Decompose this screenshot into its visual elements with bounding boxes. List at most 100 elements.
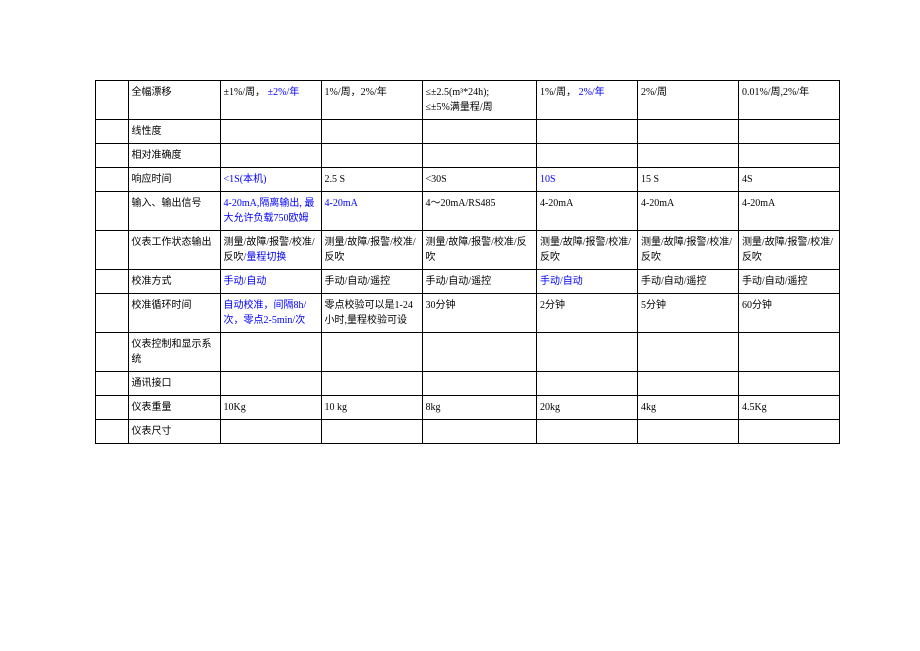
cell <box>637 333 738 372</box>
cell: 20kg <box>536 396 637 420</box>
cell <box>536 333 637 372</box>
cell: 4-20mA <box>321 192 422 231</box>
text-highlight: 2%/年 <box>579 87 605 98</box>
cell: 4-20mA <box>738 192 839 231</box>
cell: 手动/自动 <box>536 270 637 294</box>
table-row: 全幅漂移 ±1%/周， ±2%/年 1%/周，2%/年 ≤±2.5(m³*24h… <box>96 81 840 120</box>
table-row: 相对准确度 <box>96 144 840 168</box>
cell <box>422 120 536 144</box>
cell <box>321 333 422 372</box>
cell <box>637 372 738 396</box>
cell <box>321 372 422 396</box>
cell <box>321 120 422 144</box>
cell <box>738 333 839 372</box>
row-lead <box>96 420 129 444</box>
cell: 2.5 S <box>321 168 422 192</box>
cell: 10 kg <box>321 396 422 420</box>
row-lead <box>96 333 129 372</box>
row-lead <box>96 144 129 168</box>
cell <box>536 120 637 144</box>
cell: 测量/故障/报警/校准/反吹 <box>637 231 738 270</box>
cell: 测量/故障/报警/校准/反吹 <box>422 231 536 270</box>
cell: 4-20mA,隔离输出, 最大允许负载750欧姆 <box>220 192 321 231</box>
param-label: 仪表尺寸 <box>128 420 220 444</box>
cell <box>422 144 536 168</box>
cell: 零点校验可以是1-24小时,量程校验可设 <box>321 294 422 333</box>
table-row: 仪表尺寸 <box>96 420 840 444</box>
cell: 测量/故障/报警/校准/反吹 <box>321 231 422 270</box>
cell <box>422 372 536 396</box>
cell: ≤±2.5(m³*24h); ≤±5%满量程/周 <box>422 81 536 120</box>
cell: 10S <box>536 168 637 192</box>
row-lead <box>96 168 129 192</box>
cell: 1%/周，2%/年 <box>321 81 422 120</box>
cell <box>422 420 536 444</box>
cell: ±1%/周， ±2%/年 <box>220 81 321 120</box>
cell: 1%/周， 2%/年 <box>536 81 637 120</box>
cell: 4-20mA <box>536 192 637 231</box>
cell: 手动/自动/遥控 <box>637 270 738 294</box>
table-row: 通讯接口 <box>96 372 840 396</box>
row-lead <box>96 120 129 144</box>
cell <box>738 420 839 444</box>
table-row: 响应时间 <1S(本机) 2.5 S <30S 10S 15 S 4S <box>96 168 840 192</box>
cell <box>536 144 637 168</box>
text: 1%/周， <box>540 87 576 98</box>
row-lead <box>96 192 129 231</box>
table-row: 仪表重量 10Kg 10 kg 8kg 20kg 4kg 4.5Kg <box>96 396 840 420</box>
cell: 2%/周 <box>637 81 738 120</box>
cell: 手动/自动/遥控 <box>738 270 839 294</box>
cell <box>637 144 738 168</box>
cell: 15 S <box>637 168 738 192</box>
cell <box>220 372 321 396</box>
cell: 0.01%/周,2%/年 <box>738 81 839 120</box>
param-label: 全幅漂移 <box>128 81 220 120</box>
cell <box>738 372 839 396</box>
cell: 4-20mA <box>637 192 738 231</box>
cell: 测量/故障/报警/校准/反吹 <box>738 231 839 270</box>
param-label: 校准方式 <box>128 270 220 294</box>
cell: 4～20mA/RS485 <box>422 192 536 231</box>
text: ±1%/周， <box>224 87 266 98</box>
cell <box>637 420 738 444</box>
param-label: 仪表控制和显示系统 <box>128 333 220 372</box>
table-row: 校准方式 手动/自动 手动/自动/遥控 手动/自动/遥控 手动/自动 手动/自动… <box>96 270 840 294</box>
param-label: 校准循环时间 <box>128 294 220 333</box>
param-label: 通讯接口 <box>128 372 220 396</box>
row-lead <box>96 396 129 420</box>
spec-table: 全幅漂移 ±1%/周， ±2%/年 1%/周，2%/年 ≤±2.5(m³*24h… <box>95 80 840 444</box>
cell <box>536 420 637 444</box>
param-label: 响应时间 <box>128 168 220 192</box>
row-lead <box>96 81 129 120</box>
cell <box>738 120 839 144</box>
cell <box>738 144 839 168</box>
cell: 4S <box>738 168 839 192</box>
cell: 10Kg <box>220 396 321 420</box>
row-lead <box>96 270 129 294</box>
param-label: 仪表重量 <box>128 396 220 420</box>
text: 测量/故障/报警/ <box>224 237 292 248</box>
cell <box>220 333 321 372</box>
text-highlight: ±2%/年 <box>268 87 300 98</box>
cell: <30S <box>422 168 536 192</box>
cell <box>321 420 422 444</box>
cell <box>220 144 321 168</box>
cell <box>422 333 536 372</box>
cell: 测量/故障/报警/校准/反吹 <box>536 231 637 270</box>
cell <box>220 120 321 144</box>
table-row: 仪表工作状态输出 测量/故障/报警/校准/反吹/量程切换 测量/故障/报警/校准… <box>96 231 840 270</box>
row-lead <box>96 294 129 333</box>
cell: 4kg <box>637 396 738 420</box>
row-lead <box>96 372 129 396</box>
cell: 手动/自动/遥控 <box>422 270 536 294</box>
cell: 8kg <box>422 396 536 420</box>
text: ≤±5%满量程/周 <box>426 102 493 113</box>
cell: 测量/故障/报警/校准/反吹/量程切换 <box>220 231 321 270</box>
cell <box>321 144 422 168</box>
text: 4-20mA,隔离输出, <box>224 198 302 209</box>
table-row: 仪表控制和显示系统 <box>96 333 840 372</box>
cell: 手动/自动 <box>220 270 321 294</box>
cell: 60分钟 <box>738 294 839 333</box>
text-highlight: /量程切换 <box>244 252 287 263</box>
cell: 4.5Kg <box>738 396 839 420</box>
